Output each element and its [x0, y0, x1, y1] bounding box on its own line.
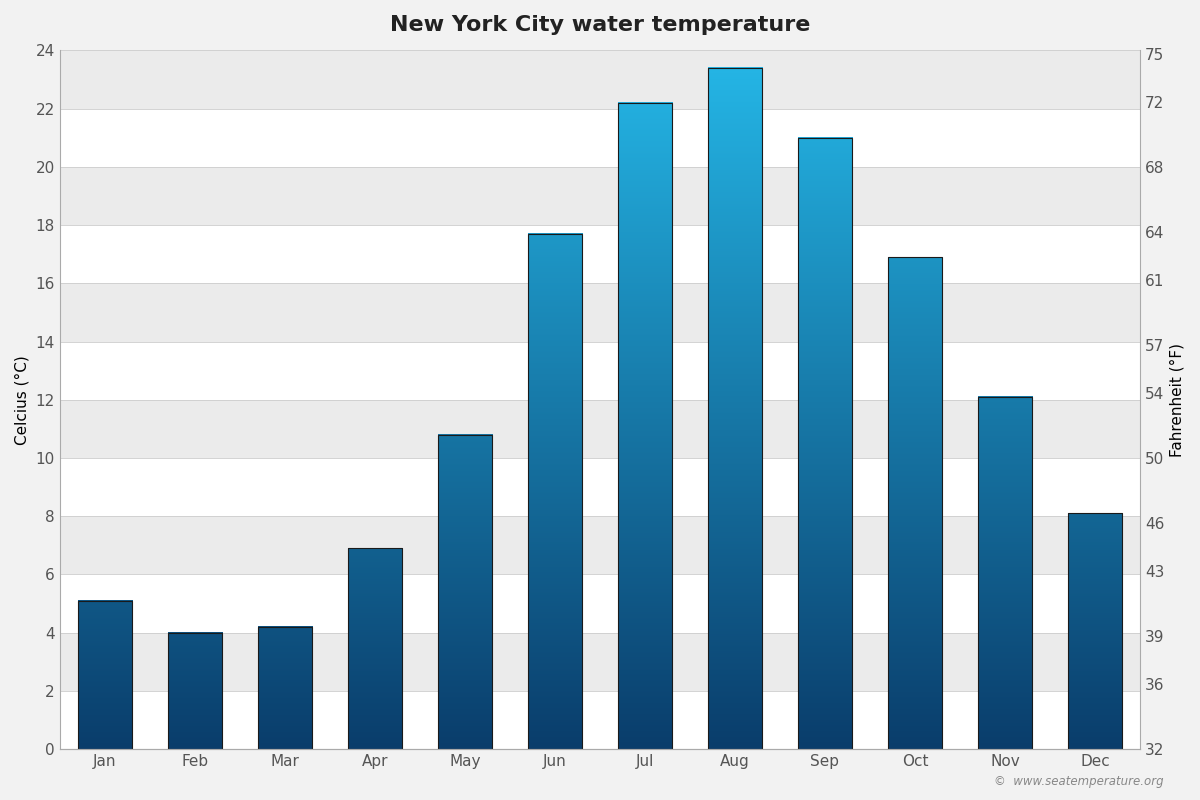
Bar	[978, 397, 1032, 749]
Bar	[60, 633, 1140, 691]
Bar	[60, 50, 1140, 109]
Bar	[798, 138, 852, 749]
Bar	[60, 691, 1140, 749]
Bar	[60, 109, 1140, 167]
Y-axis label: Fahrenheit (°F): Fahrenheit (°F)	[1170, 342, 1186, 457]
Bar	[888, 257, 942, 749]
Bar	[168, 633, 222, 749]
Bar	[60, 225, 1140, 283]
Bar	[348, 548, 402, 749]
Text: ©  www.seatemperature.org: © www.seatemperature.org	[995, 775, 1164, 788]
Bar	[60, 458, 1140, 516]
Y-axis label: Celcius (°C): Celcius (°C)	[14, 355, 30, 445]
Bar	[618, 103, 672, 749]
Title: New York City water temperature: New York City water temperature	[390, 15, 810, 35]
Bar	[60, 342, 1140, 400]
Bar	[258, 627, 312, 749]
Bar	[78, 601, 132, 749]
Bar	[60, 516, 1140, 574]
Bar	[438, 434, 492, 749]
Bar	[1068, 514, 1122, 749]
Bar	[60, 400, 1140, 458]
Bar	[528, 234, 582, 749]
Bar	[60, 283, 1140, 342]
Bar	[60, 574, 1140, 633]
Bar	[60, 167, 1140, 225]
Bar	[708, 68, 762, 749]
